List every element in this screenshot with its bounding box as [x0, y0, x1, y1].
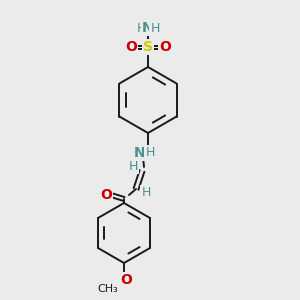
Text: H: H [150, 22, 160, 34]
Text: O: O [120, 273, 132, 287]
Text: O: O [125, 40, 137, 54]
Text: S: S [143, 40, 153, 54]
Text: H: H [141, 187, 151, 200]
Text: N: N [134, 146, 146, 160]
Text: H: H [136, 22, 146, 34]
Text: O: O [100, 188, 112, 202]
Text: H: H [128, 160, 138, 172]
Text: N: N [142, 21, 154, 35]
Text: O: O [159, 40, 171, 54]
Text: H: H [145, 146, 155, 160]
Text: CH₃: CH₃ [98, 284, 118, 294]
